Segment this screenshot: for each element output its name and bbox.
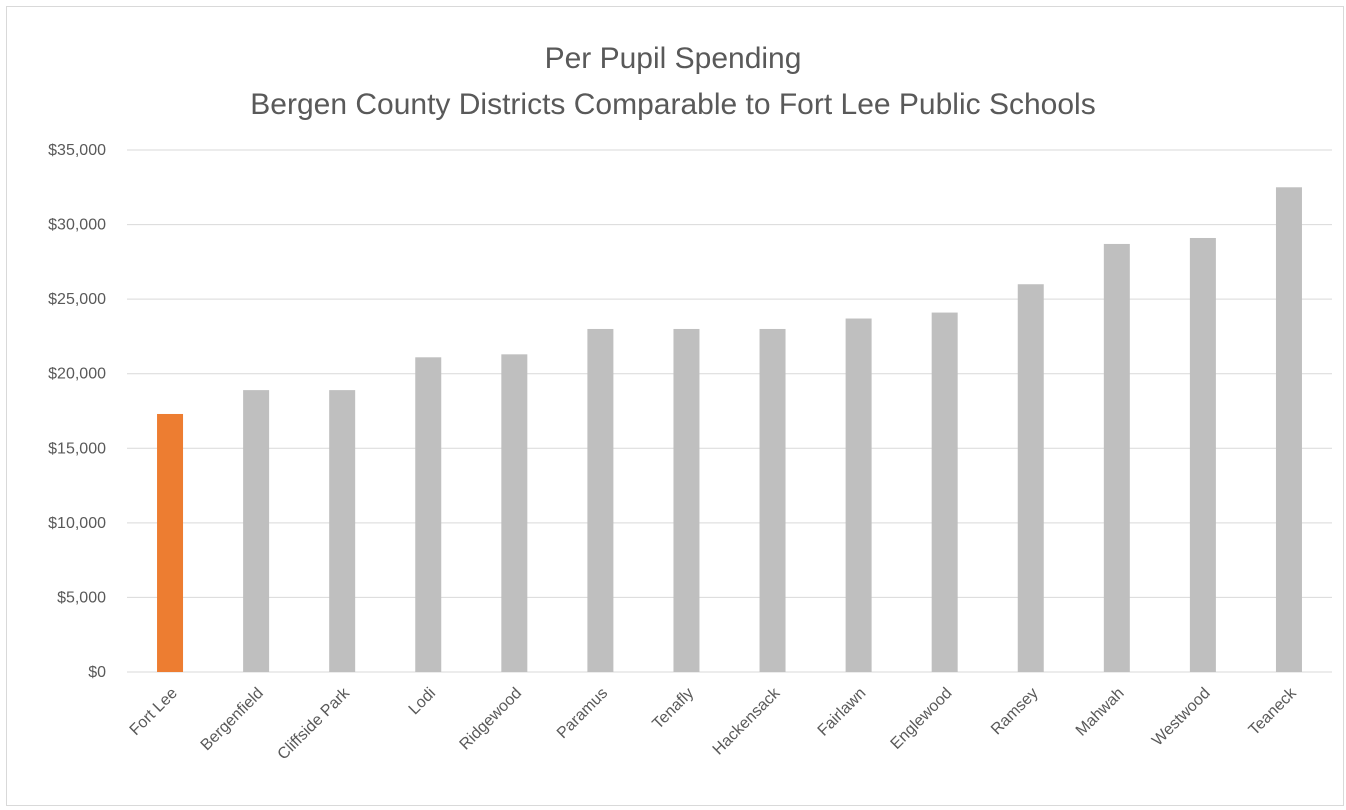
x-tick-label: Hackensack xyxy=(710,684,784,758)
x-tick-label: Tenafly xyxy=(649,685,697,733)
x-tick-label: Paramus xyxy=(554,685,611,742)
x-tick-label: Mahwah xyxy=(1073,685,1128,740)
x-tick-label: Lodi xyxy=(406,685,439,718)
y-tick-label: $10,000 xyxy=(48,515,106,532)
x-tick-label: Ramsey xyxy=(988,685,1042,739)
y-tick-label: $30,000 xyxy=(48,217,106,234)
bar-cliffside-park xyxy=(329,390,356,672)
chart-title: Per Pupil Spending xyxy=(544,42,802,75)
bar-ramsey xyxy=(1017,284,1044,672)
y-axis-tick-labels: $0 $5,000 $10,000 $15,000 $20,000 $25,000 $30,… xyxy=(48,142,106,681)
x-axis-tick-labels: Fort Lee Bergenfield Cliffside Park Lodi Rid… xyxy=(127,684,1301,763)
y-tick-label: $0 xyxy=(88,664,106,681)
bar-fairlawn xyxy=(845,318,872,672)
x-tick-label: Fairlawn xyxy=(815,685,870,740)
bars xyxy=(157,187,1302,673)
bar-lodi xyxy=(415,357,442,672)
y-tick-label: $25,000 xyxy=(48,291,106,308)
bar-englewood xyxy=(931,312,958,672)
gridlines xyxy=(127,149,1332,673)
y-tick-label: $5,000 xyxy=(57,589,106,606)
bar-ridgewood xyxy=(501,354,528,672)
y-tick-label: $35,000 xyxy=(48,142,106,159)
y-tick-label: $15,000 xyxy=(48,440,106,457)
bar-bergenfield xyxy=(243,390,270,672)
x-tick-label: Westwood xyxy=(1149,685,1214,750)
x-tick-label: Cliffside Park xyxy=(275,684,354,763)
x-tick-label: Teaneck xyxy=(1246,684,1301,739)
bar-hackensack xyxy=(759,328,786,672)
x-tick-label: Fort Lee xyxy=(127,685,181,739)
chart-subtitle: Bergen County Districts Comparable to Fo… xyxy=(250,88,1096,121)
bar-tenafly xyxy=(673,328,700,672)
x-tick-label: Bergenfield xyxy=(198,685,267,754)
y-tick-label: $20,000 xyxy=(48,366,106,383)
bar-mahwah xyxy=(1103,243,1130,672)
bar-fort-lee xyxy=(157,413,184,672)
x-tick-label: Englewood xyxy=(888,685,956,753)
x-tick-label: Ridgewood xyxy=(457,685,526,754)
bar-paramus xyxy=(587,328,614,672)
bar-teaneck xyxy=(1275,187,1302,673)
bar-westwood xyxy=(1189,237,1216,672)
